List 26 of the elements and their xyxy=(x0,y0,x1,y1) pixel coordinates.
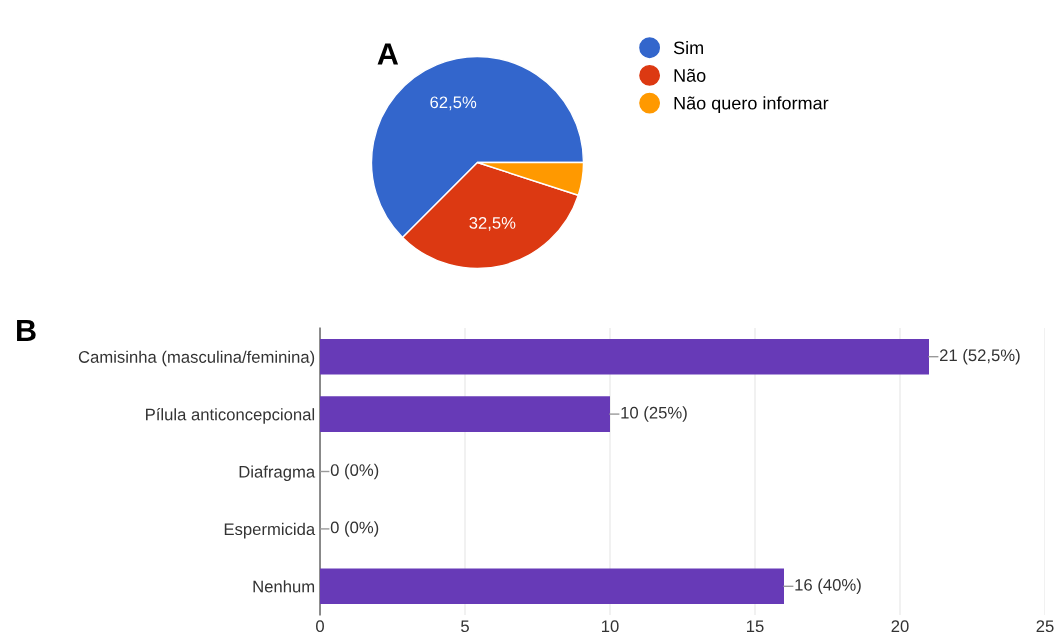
text: B xyxy=(17,319,36,341)
data-label: 32,5% xyxy=(469,217,516,231)
legend-label: Sim xyxy=(673,40,703,55)
data-label: 0 (0%) xyxy=(330,463,379,480)
x-tick-label: 0 xyxy=(316,620,324,633)
y-tick-label: Pílula anticoncepcional xyxy=(146,407,315,424)
y-tick-label: Nenhum xyxy=(253,580,315,593)
bar xyxy=(320,338,929,375)
y-tick-label: Diafragma xyxy=(239,465,316,481)
x-tick-label: 20 xyxy=(891,620,909,633)
legend-label: Não xyxy=(674,68,706,82)
data-label: 10 (25%) xyxy=(621,406,687,422)
y-tick-label: Camisinha (masculina/feminina) xyxy=(78,350,315,367)
y-tick-label: Espermicida xyxy=(224,522,316,539)
x-tick-label: 25 xyxy=(1036,620,1054,633)
x-tick-label: 5 xyxy=(461,620,469,633)
x-tick-label: 15 xyxy=(747,620,764,633)
legend-label: Não quero informar xyxy=(674,96,829,114)
data-label: 21 (52,5%) xyxy=(939,348,1020,365)
bar xyxy=(320,396,610,432)
data-label: 0 (0%) xyxy=(330,521,379,537)
text: A xyxy=(377,43,399,65)
data-label: 16 (40%) xyxy=(795,578,861,595)
x-tick-label: 10 xyxy=(602,620,619,633)
data-label: 62,5% xyxy=(430,96,477,111)
bar xyxy=(320,568,784,605)
